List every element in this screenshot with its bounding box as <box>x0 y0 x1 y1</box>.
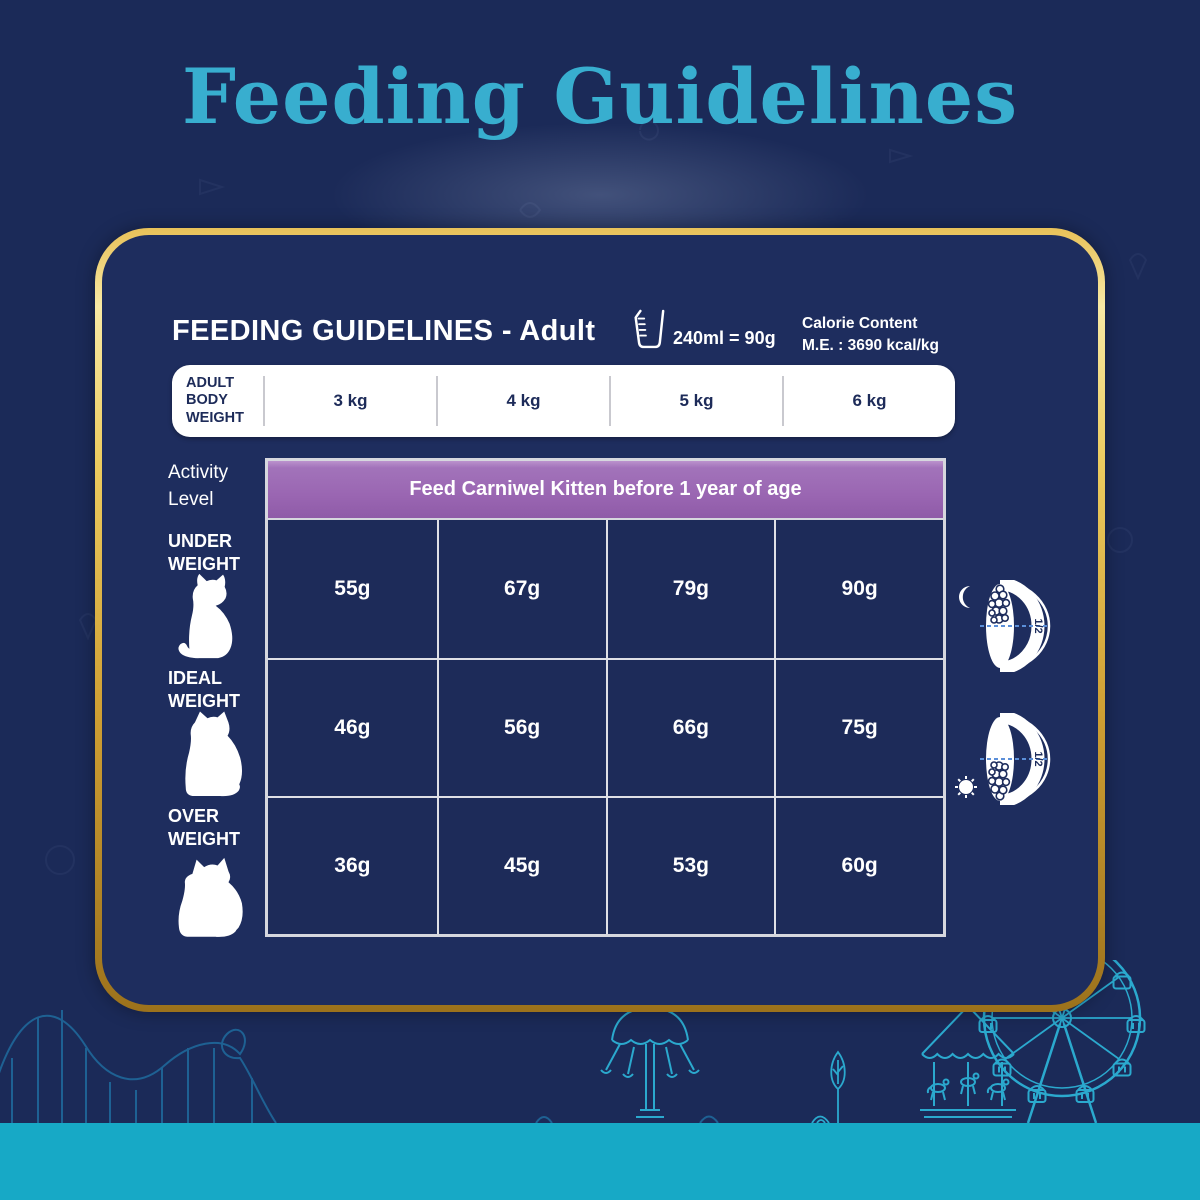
cell-over-6kg: 60g <box>774 796 943 934</box>
day-portion-label: 1/2 <box>1032 751 1044 766</box>
row-label-idealweight: IDEAL WEIGHT <box>168 668 240 711</box>
measure-text: 240ml = 90g <box>673 328 776 348</box>
card-heading: FEEDING GUIDELINES - Adult <box>172 315 596 347</box>
cell-under-3kg: 55g <box>268 520 437 658</box>
feeding-cells: 55g 67g 79g 90g 46g 56g 66g 75g 36g 45g … <box>268 520 943 934</box>
guidelines-card: FEEDING GUIDELINES - Adult 240ml = 90g C… <box>95 228 1105 1012</box>
cell-under-6kg: 90g <box>774 520 943 658</box>
night-half-bowl-icon: 1/2 <box>959 580 1051 672</box>
calorie-content: Calorie Content M.E. : 3690 kcal/kg <box>802 313 939 356</box>
cell-under-4kg: 67g <box>436 520 606 658</box>
guidelines-card-inner: FEEDING GUIDELINES - Adult 240ml = 90g C… <box>102 235 1098 1005</box>
amusement-park-decoration <box>0 960 1200 1200</box>
page-title: Feeding Guidelines <box>181 52 1019 141</box>
roller-coaster-art <box>0 1010 719 1124</box>
carousel-art <box>920 998 1016 1118</box>
cell-ideal-6kg: 75g <box>774 658 943 796</box>
feeding-grid: Feed Carniwel Kitten before 1 year of ag… <box>265 458 946 937</box>
cell-over-3kg: 36g <box>268 796 437 934</box>
cell-ideal-4kg: 56g <box>436 658 606 796</box>
cat-overweight-icon <box>178 857 243 937</box>
measure-note: 240ml = 90g <box>630 305 776 351</box>
body-weight-label: ADULT BODY WEIGHT <box>186 375 244 426</box>
kitten-banner: Feed Carniwel Kitten before 1 year of ag… <box>268 461 943 520</box>
body-weight-header: ADULT BODY WEIGHT 3 kg 4 kg 5 kg 6 kg <box>172 365 955 437</box>
cat-idealweight-icon <box>185 711 243 797</box>
cell-over-4kg: 45g <box>436 796 606 934</box>
cell-under-5kg: 79g <box>605 520 775 658</box>
cat-underweight-icon <box>178 573 233 659</box>
row-label-overweight: OVER WEIGHT <box>168 806 240 849</box>
night-portion-label: 1/2 <box>1032 618 1044 633</box>
weight-col-4kg: 4 kg <box>436 376 609 426</box>
tree-art <box>811 1050 846 1124</box>
weight-col-5kg: 5 kg <box>609 376 782 426</box>
activity-level-label: Activity Level <box>168 462 229 510</box>
moon-icon <box>959 586 970 608</box>
cell-over-5kg: 53g <box>605 796 775 934</box>
row-label-underweight: UNDER WEIGHT <box>168 531 240 574</box>
weight-col-3kg: 3 kg <box>263 376 436 426</box>
measuring-cup-icon <box>634 309 665 349</box>
cell-ideal-3kg: 46g <box>268 658 437 796</box>
teal-footer-band <box>0 1123 1200 1200</box>
swing-ride-art <box>600 1006 700 1118</box>
day-half-bowl-icon: 1/2 <box>955 713 1051 805</box>
calorie-line1: Calorie Content <box>802 315 918 332</box>
cell-ideal-5kg: 66g <box>605 658 775 796</box>
calorie-line2: M.E. : 3690 kcal/kg <box>802 336 939 354</box>
weight-col-6kg: 6 kg <box>782 376 955 426</box>
sun-icon <box>955 776 977 798</box>
